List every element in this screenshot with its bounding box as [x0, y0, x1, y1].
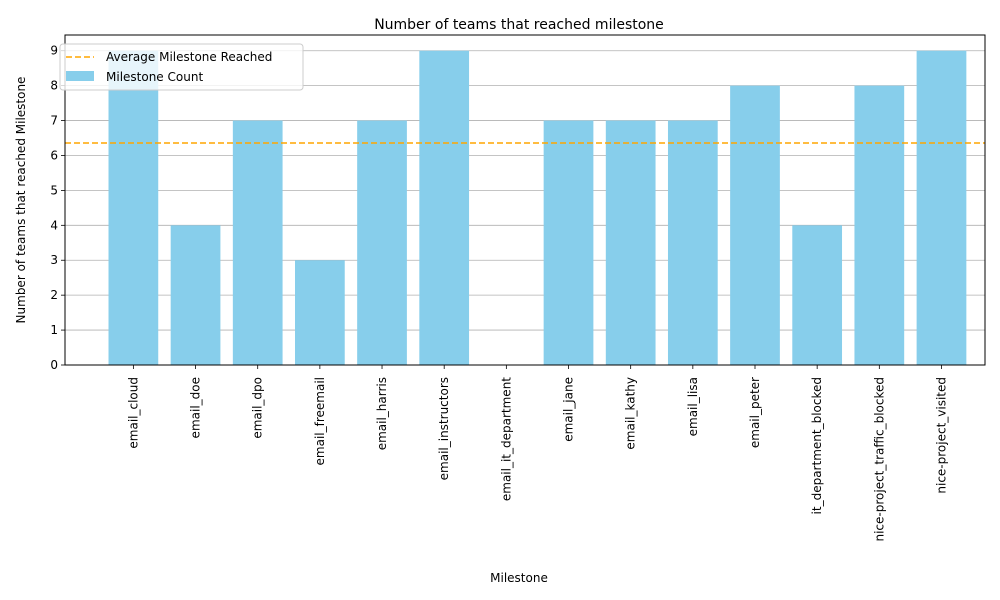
y-axis-label: Number of teams that reached Milestone	[14, 77, 28, 324]
bar-email_dpo	[232, 120, 283, 365]
y-tick-label: 6	[50, 148, 58, 162]
x-tick-label: it_department_blocked	[810, 377, 824, 514]
chart-title: Number of teams that reached milestone	[374, 17, 664, 33]
x-tick-label: email_kathy	[624, 377, 638, 450]
x-tick-label: nice-project_visited	[934, 377, 948, 494]
x-tick-label: email_freemail	[313, 377, 327, 465]
x-tick-label: email_dpo	[251, 377, 265, 439]
bar-email_instructors	[419, 50, 470, 365]
x-tick-label: email_it_department	[499, 377, 513, 501]
legend: Average Milestone Reached Milestone Coun…	[59, 43, 304, 91]
bar-nice-project_visited	[916, 50, 967, 365]
x-tick-label: email_cloud	[126, 377, 140, 449]
bar-email_jane	[543, 120, 594, 365]
y-tick-label: 3	[50, 253, 58, 267]
y-tick-label: 0	[50, 358, 58, 372]
x-tick-label: email_instructors	[437, 377, 451, 480]
x-tick-label: email_doe	[189, 377, 203, 438]
bar-nice-project_traffic_blocked	[854, 85, 905, 365]
y-tick-label: 9	[50, 44, 58, 58]
x-tick-label: email_jane	[562, 377, 576, 442]
bar-email_kathy	[605, 120, 656, 365]
legend-series-label: Milestone Count	[106, 70, 203, 84]
bar-email_peter	[730, 85, 780, 365]
y-tick-label: 4	[50, 218, 58, 232]
bar-email_freemail	[295, 260, 345, 365]
legend-box	[59, 43, 304, 91]
bar-email_harris	[357, 120, 407, 365]
x-tick-label: email_harris	[375, 377, 389, 450]
y-tick-label: 2	[50, 288, 58, 302]
y-tick-label: 5	[50, 183, 58, 197]
legend-average-label: Average Milestone Reached	[106, 50, 272, 64]
plot-frame	[64, 34, 986, 366]
bar-email_doe	[170, 225, 221, 365]
y-tick-label: 8	[50, 79, 58, 93]
bar-it_department_blocked	[792, 225, 843, 365]
y-axis-ticks: 0 1 2 3 4 5 6 7 8 9	[50, 44, 65, 372]
bar-email_cloud	[108, 50, 159, 365]
x-tick-label: email_peter	[748, 377, 762, 448]
x-axis-label: Milestone	[490, 571, 548, 585]
x-tick-label: nice-project_traffic_blocked	[872, 377, 886, 542]
y-tick-label: 1	[50, 323, 58, 337]
x-axis-ticks: email_cloud email_doe email_dpo email_freem…	[126, 365, 948, 542]
bar-series	[108, 50, 967, 365]
legend-bar-swatch	[66, 71, 94, 81]
bar-email_lisa	[667, 120, 718, 365]
x-tick-label: email_lisa	[686, 377, 700, 436]
y-tick-label: 7	[50, 114, 58, 128]
